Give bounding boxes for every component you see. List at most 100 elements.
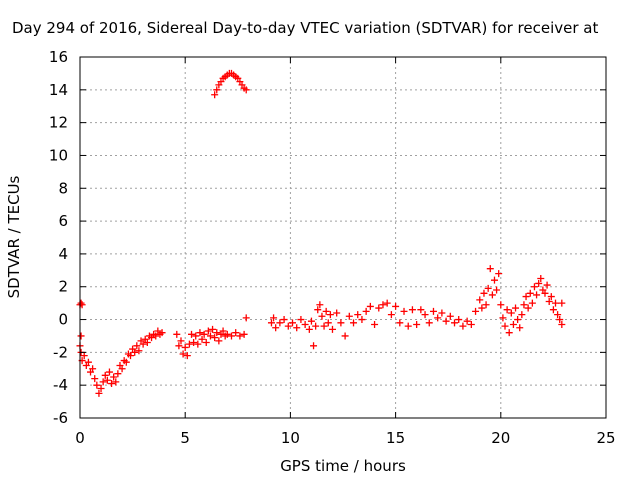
data-point: [387, 311, 395, 319]
data-point: [314, 306, 322, 314]
data-point: [482, 301, 490, 309]
data-point: [429, 307, 437, 315]
data-point: [211, 91, 219, 99]
data-point: [143, 339, 151, 347]
data-point: [152, 332, 160, 340]
data-point: [108, 380, 116, 388]
data-point: [188, 330, 196, 338]
data-point: [493, 286, 501, 294]
data-point: [77, 299, 85, 307]
data-point: [417, 306, 425, 314]
data-point: [202, 339, 210, 347]
data-point: [103, 376, 111, 384]
data-point: [112, 378, 120, 386]
x-tick-label: 10: [281, 429, 300, 447]
data-point: [379, 301, 387, 309]
data-point: [276, 319, 284, 327]
data-point: [105, 368, 113, 376]
data-point: [289, 319, 297, 327]
data-point: [209, 325, 217, 333]
plot-frame: [79, 56, 607, 419]
x-tick-label: 15: [386, 429, 405, 447]
data-point: [503, 306, 511, 314]
data-point: [543, 281, 551, 289]
data-point: [173, 330, 181, 338]
data-point: [558, 320, 566, 328]
data-point: [358, 316, 366, 324]
data-point: [223, 330, 231, 338]
data-point: [463, 317, 471, 325]
data-point: [509, 320, 517, 328]
data-point: [524, 304, 532, 312]
data-point: [522, 293, 530, 301]
data-point: [99, 378, 107, 386]
data-point: [219, 327, 227, 335]
y-tick-label: 8: [58, 179, 68, 197]
data-point: [240, 330, 248, 338]
y-tick-labels: -6 -4 -2 0 2 4 6 8 10 12 14 16: [49, 48, 68, 427]
data-point: [520, 301, 528, 309]
data-point: [526, 289, 534, 297]
data-point: [293, 324, 301, 332]
y-tick-label: -2: [53, 343, 68, 361]
data-point: [131, 348, 139, 356]
data-point: [476, 296, 484, 304]
data-point: [213, 86, 221, 94]
data-point: [404, 322, 412, 330]
data-point: [547, 293, 555, 301]
data-point: [316, 301, 324, 309]
data-point: [110, 373, 118, 381]
data-point: [446, 312, 454, 320]
data-point: [192, 332, 200, 340]
data-point: [507, 309, 515, 317]
data-point: [126, 352, 134, 360]
data-point: [554, 311, 562, 319]
data-point: [421, 311, 429, 319]
grid-lines: [80, 57, 606, 418]
y-tick-label: 16: [49, 48, 68, 66]
axis-ticks: [79, 56, 607, 419]
data-point: [242, 314, 250, 322]
data-point: [77, 332, 85, 340]
data-point: [549, 306, 557, 314]
chart-title: Day 294 of 2016, Sidereal Day-to-day VTE…: [12, 19, 598, 37]
data-point: [84, 358, 92, 366]
data-point: [505, 329, 513, 337]
data-point: [392, 302, 400, 310]
data-point: [236, 332, 244, 340]
data-point: [350, 319, 358, 327]
data-point: [158, 329, 166, 337]
data-point: [190, 339, 198, 347]
data-point: [472, 307, 480, 315]
data-point: [375, 304, 383, 312]
data-point: [516, 324, 524, 332]
data-point: [478, 304, 486, 312]
data-point: [484, 284, 492, 292]
data-point: [326, 311, 334, 319]
data-point: [80, 352, 88, 360]
data-point: [528, 299, 536, 307]
data-point: [328, 325, 336, 333]
x-tick-labels: 0 5 10 15 20 25: [75, 429, 615, 447]
data-point: [91, 375, 99, 383]
data-point: [537, 275, 545, 283]
data-point: [318, 312, 326, 320]
data-point: [320, 322, 328, 330]
data-point: [95, 389, 103, 397]
y-axis-label: SDTVAR / TECUs: [5, 175, 23, 298]
data-point: [185, 340, 193, 348]
data-point: [175, 342, 183, 350]
data-point: [501, 322, 509, 330]
data-point: [354, 311, 362, 319]
data-point: [89, 365, 97, 373]
data-point: [545, 297, 553, 305]
data-point: [183, 352, 191, 360]
data-point: [341, 332, 349, 340]
y-tick-label: -4: [53, 376, 68, 394]
data-point: [267, 319, 275, 327]
data-point: [284, 322, 292, 330]
data-point: [383, 299, 391, 307]
data-point: [337, 319, 345, 327]
data-point: [97, 384, 105, 392]
